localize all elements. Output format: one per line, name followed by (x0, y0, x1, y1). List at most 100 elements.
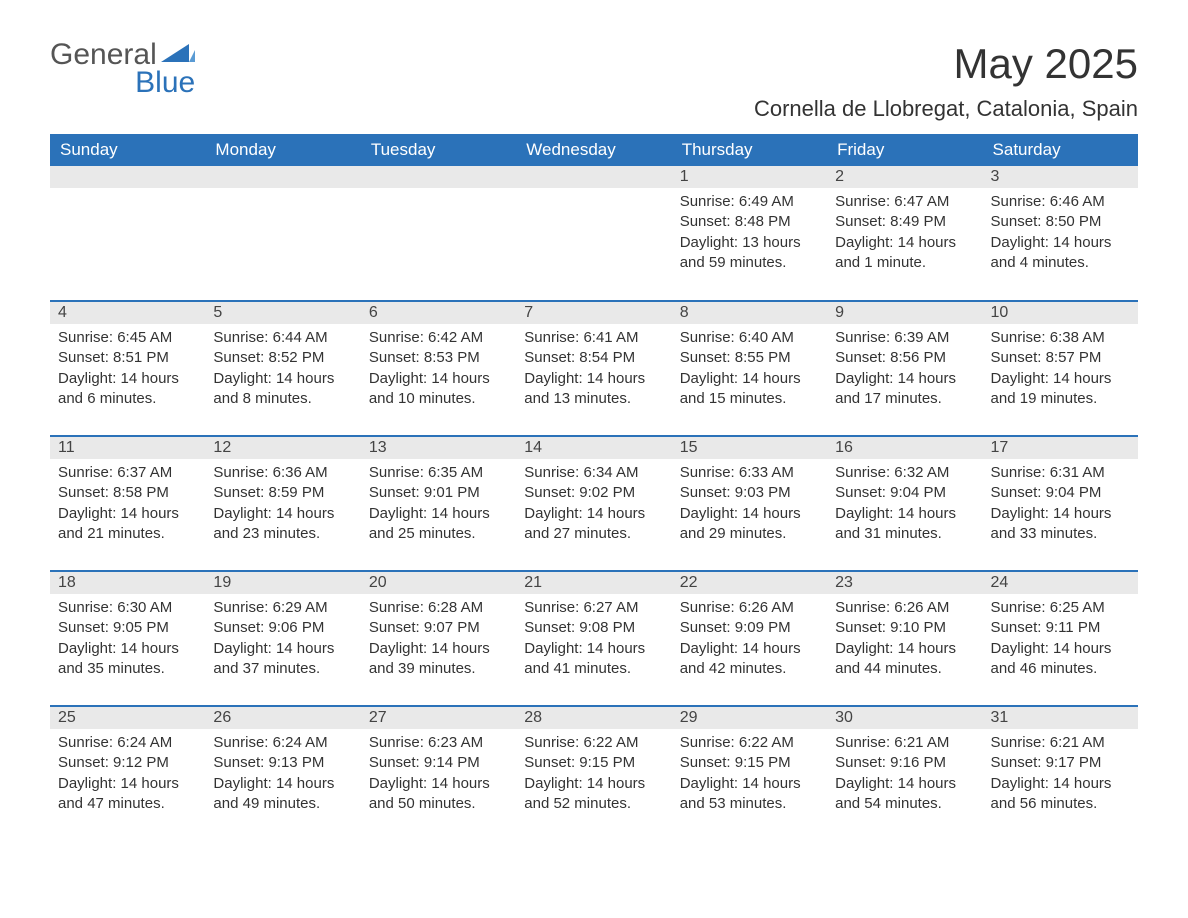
sunrise-line: Sunrise: 6:25 AM (991, 598, 1130, 618)
title-block: May 2025 Cornella de Llobregat, Cataloni… (754, 40, 1138, 134)
sunrise-line: Sunrise: 6:34 AM (524, 463, 663, 483)
day-details: Sunrise: 6:26 AMSunset: 9:10 PMDaylight:… (827, 594, 982, 687)
day-details: Sunrise: 6:23 AMSunset: 9:14 PMDaylight:… (361, 729, 516, 822)
sunset-line: Sunset: 9:15 PM (524, 753, 663, 773)
calendar-day-cell: 29Sunrise: 6:22 AMSunset: 9:15 PMDayligh… (672, 706, 827, 841)
calendar-day-cell: 3Sunrise: 6:46 AMSunset: 8:50 PMDaylight… (983, 166, 1138, 301)
day-details: Sunrise: 6:22 AMSunset: 9:15 PMDaylight:… (516, 729, 671, 822)
day-number: 18 (50, 572, 205, 594)
empty-day-bar (205, 166, 360, 188)
sunrise-line: Sunrise: 6:21 AM (991, 733, 1130, 753)
daylight-line: Daylight: 14 hours and 52 minutes. (524, 774, 663, 815)
sunset-line: Sunset: 9:12 PM (58, 753, 197, 773)
daylight-line: Daylight: 14 hours and 42 minutes. (680, 639, 819, 680)
sunset-line: Sunset: 9:08 PM (524, 618, 663, 638)
sunset-line: Sunset: 8:55 PM (680, 348, 819, 368)
sunrise-line: Sunrise: 6:30 AM (58, 598, 197, 618)
day-number: 6 (361, 302, 516, 324)
daylight-line: Daylight: 14 hours and 21 minutes. (58, 504, 197, 545)
sunrise-line: Sunrise: 6:41 AM (524, 328, 663, 348)
sunset-line: Sunset: 9:17 PM (991, 753, 1130, 773)
calendar-day-cell: 13Sunrise: 6:35 AMSunset: 9:01 PMDayligh… (361, 436, 516, 571)
calendar-day-cell: 20Sunrise: 6:28 AMSunset: 9:07 PMDayligh… (361, 571, 516, 706)
sunset-line: Sunset: 9:11 PM (991, 618, 1130, 638)
calendar-table: SundayMondayTuesdayWednesdayThursdayFrid… (50, 134, 1138, 841)
day-number: 24 (983, 572, 1138, 594)
daylight-line: Daylight: 14 hours and 6 minutes. (58, 369, 197, 410)
sunrise-line: Sunrise: 6:22 AM (524, 733, 663, 753)
calendar-week-row: 11Sunrise: 6:37 AMSunset: 8:58 PMDayligh… (50, 436, 1138, 571)
calendar-week-row: 25Sunrise: 6:24 AMSunset: 9:12 PMDayligh… (50, 706, 1138, 841)
empty-day-bar (50, 166, 205, 188)
daylight-line: Daylight: 14 hours and 17 minutes. (835, 369, 974, 410)
sunset-line: Sunset: 9:14 PM (369, 753, 508, 773)
daylight-line: Daylight: 14 hours and 15 minutes. (680, 369, 819, 410)
sunrise-line: Sunrise: 6:47 AM (835, 192, 974, 212)
day-details: Sunrise: 6:47 AMSunset: 8:49 PMDaylight:… (827, 188, 982, 281)
day-details: Sunrise: 6:26 AMSunset: 9:09 PMDaylight:… (672, 594, 827, 687)
sunrise-line: Sunrise: 6:22 AM (680, 733, 819, 753)
day-details: Sunrise: 6:37 AMSunset: 8:58 PMDaylight:… (50, 459, 205, 552)
logo-text-block: General Blue (50, 40, 195, 98)
sunset-line: Sunset: 9:04 PM (991, 483, 1130, 503)
day-details: Sunrise: 6:32 AMSunset: 9:04 PMDaylight:… (827, 459, 982, 552)
day-details: Sunrise: 6:24 AMSunset: 9:13 PMDaylight:… (205, 729, 360, 822)
daylight-line: Daylight: 14 hours and 53 minutes. (680, 774, 819, 815)
day-number: 23 (827, 572, 982, 594)
day-details: Sunrise: 6:42 AMSunset: 8:53 PMDaylight:… (361, 324, 516, 417)
daylight-line: Daylight: 14 hours and 35 minutes. (58, 639, 197, 680)
day-details: Sunrise: 6:35 AMSunset: 9:01 PMDaylight:… (361, 459, 516, 552)
daylight-line: Daylight: 14 hours and 33 minutes. (991, 504, 1130, 545)
weekday-header: Tuesday (361, 134, 516, 166)
daylight-line: Daylight: 14 hours and 54 minutes. (835, 774, 974, 815)
logo: General Blue (50, 40, 195, 98)
day-number: 8 (672, 302, 827, 324)
daylight-line: Daylight: 14 hours and 25 minutes. (369, 504, 508, 545)
calendar-day-cell: 16Sunrise: 6:32 AMSunset: 9:04 PMDayligh… (827, 436, 982, 571)
calendar-day-cell: 22Sunrise: 6:26 AMSunset: 9:09 PMDayligh… (672, 571, 827, 706)
calendar-day-cell: 27Sunrise: 6:23 AMSunset: 9:14 PMDayligh… (361, 706, 516, 841)
day-details: Sunrise: 6:34 AMSunset: 9:02 PMDaylight:… (516, 459, 671, 552)
sunrise-line: Sunrise: 6:35 AM (369, 463, 508, 483)
weekday-header: Wednesday (516, 134, 671, 166)
calendar-day-cell: 5Sunrise: 6:44 AMSunset: 8:52 PMDaylight… (205, 301, 360, 436)
daylight-line: Daylight: 14 hours and 8 minutes. (213, 369, 352, 410)
daylight-line: Daylight: 14 hours and 47 minutes. (58, 774, 197, 815)
day-details: Sunrise: 6:36 AMSunset: 8:59 PMDaylight:… (205, 459, 360, 552)
day-number: 10 (983, 302, 1138, 324)
day-details: Sunrise: 6:49 AMSunset: 8:48 PMDaylight:… (672, 188, 827, 281)
daylight-line: Daylight: 14 hours and 29 minutes. (680, 504, 819, 545)
calendar-day-cell: 24Sunrise: 6:25 AMSunset: 9:11 PMDayligh… (983, 571, 1138, 706)
daylight-line: Daylight: 14 hours and 49 minutes. (213, 774, 352, 815)
sunrise-line: Sunrise: 6:36 AM (213, 463, 352, 483)
header: General Blue May 2025 Cornella de Llobre… (50, 40, 1138, 134)
day-number: 1 (672, 166, 827, 188)
daylight-line: Daylight: 14 hours and 27 minutes. (524, 504, 663, 545)
sunrise-line: Sunrise: 6:23 AM (369, 733, 508, 753)
day-details: Sunrise: 6:31 AMSunset: 9:04 PMDaylight:… (983, 459, 1138, 552)
sunset-line: Sunset: 8:49 PM (835, 212, 974, 232)
sunset-line: Sunset: 8:48 PM (680, 212, 819, 232)
day-number: 2 (827, 166, 982, 188)
day-number: 27 (361, 707, 516, 729)
sunset-line: Sunset: 8:50 PM (991, 212, 1130, 232)
sunrise-line: Sunrise: 6:46 AM (991, 192, 1130, 212)
calendar-day-cell: 4Sunrise: 6:45 AMSunset: 8:51 PMDaylight… (50, 301, 205, 436)
day-details: Sunrise: 6:24 AMSunset: 9:12 PMDaylight:… (50, 729, 205, 822)
calendar-day-cell (50, 166, 205, 301)
day-number: 16 (827, 437, 982, 459)
day-number: 26 (205, 707, 360, 729)
calendar-day-cell: 9Sunrise: 6:39 AMSunset: 8:56 PMDaylight… (827, 301, 982, 436)
day-details: Sunrise: 6:25 AMSunset: 9:11 PMDaylight:… (983, 594, 1138, 687)
day-number: 29 (672, 707, 827, 729)
sunrise-line: Sunrise: 6:33 AM (680, 463, 819, 483)
day-number: 7 (516, 302, 671, 324)
calendar-day-cell: 23Sunrise: 6:26 AMSunset: 9:10 PMDayligh… (827, 571, 982, 706)
day-number: 12 (205, 437, 360, 459)
calendar-day-cell: 17Sunrise: 6:31 AMSunset: 9:04 PMDayligh… (983, 436, 1138, 571)
sunset-line: Sunset: 9:07 PM (369, 618, 508, 638)
sunrise-line: Sunrise: 6:26 AM (835, 598, 974, 618)
logo-triangle-icon (161, 40, 195, 67)
sunrise-line: Sunrise: 6:24 AM (58, 733, 197, 753)
sunrise-line: Sunrise: 6:32 AM (835, 463, 974, 483)
